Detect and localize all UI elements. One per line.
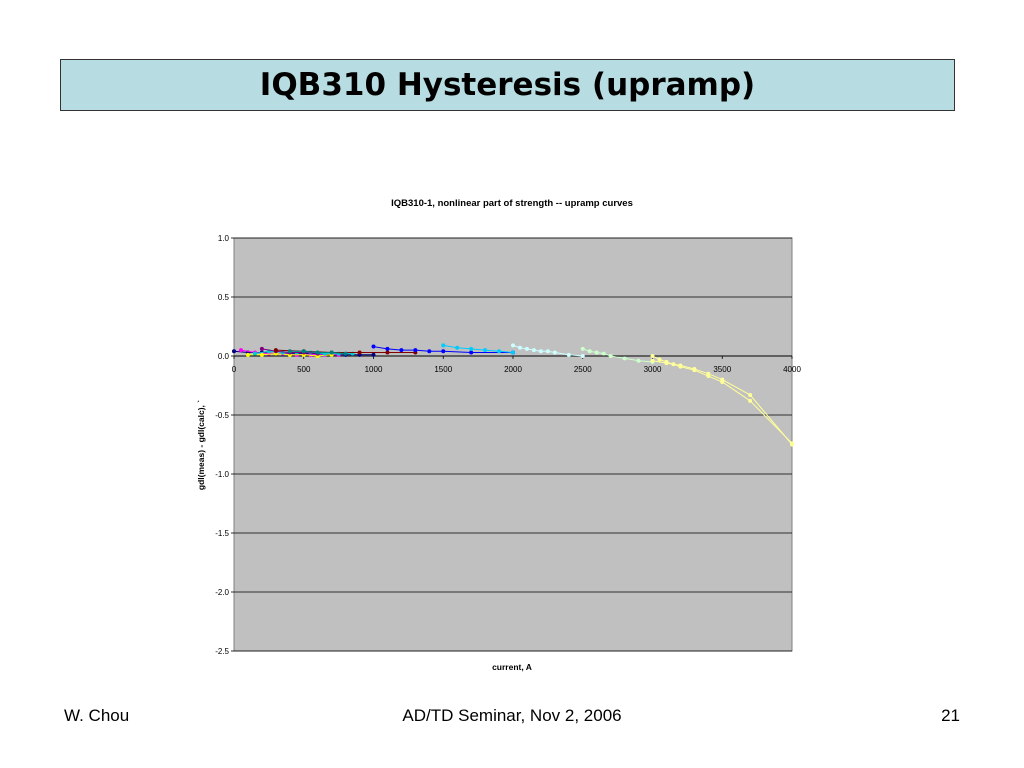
data-point <box>245 352 250 357</box>
x-tick-label: 3000 <box>644 365 662 374</box>
data-point <box>517 345 522 350</box>
data-point <box>664 361 669 366</box>
data-point <box>441 349 446 354</box>
slide-title: IQB310 Hysteresis (upramp) <box>259 67 756 103</box>
footer-event: AD/TD Seminar, Nov 2, 2006 <box>402 706 622 725</box>
data-point <box>678 363 683 368</box>
data-point <box>469 346 474 351</box>
chart-title: IQB310-1, nonlinear part of strength -- … <box>391 198 633 209</box>
data-point <box>385 350 390 355</box>
series-line <box>652 360 793 445</box>
data-point <box>315 350 320 355</box>
data-point <box>238 348 243 353</box>
data-point <box>259 346 264 351</box>
series-11 <box>580 346 655 364</box>
data-point <box>566 352 571 357</box>
data-point <box>232 349 236 354</box>
data-point <box>720 377 725 382</box>
data-point <box>385 346 390 351</box>
data-point <box>301 349 306 354</box>
series-7 <box>287 349 348 356</box>
data-point <box>692 366 697 371</box>
y-axis-label: gdl(meas) - gdl(calc), ` <box>196 400 206 490</box>
data-point <box>524 346 529 351</box>
slide-title-box: IQB310 Hysteresis (upramp) <box>60 59 955 111</box>
data-point <box>636 358 641 363</box>
data-point <box>545 349 550 354</box>
series-13 <box>650 358 794 447</box>
y-tick-label: -1.0 <box>215 470 229 479</box>
data-point <box>483 348 488 353</box>
data-point <box>413 348 418 353</box>
data-point <box>531 348 536 353</box>
series-line <box>373 346 513 353</box>
y-tick-label: -2.5 <box>215 647 229 656</box>
x-axis-label: current, A <box>492 662 532 672</box>
data-point <box>580 346 585 351</box>
data-point <box>748 398 753 403</box>
x-tick-label: 1000 <box>365 365 383 374</box>
data-point <box>594 350 599 355</box>
data-point <box>371 344 376 349</box>
data-point <box>497 349 502 354</box>
series-line <box>443 344 514 353</box>
data-point <box>657 357 662 362</box>
data-point <box>371 352 376 357</box>
data-point <box>748 392 753 397</box>
data-point <box>552 350 557 355</box>
data-point <box>650 354 655 358</box>
data-point <box>587 349 592 354</box>
data-point <box>455 345 460 350</box>
data-point <box>706 371 711 376</box>
data-point <box>580 354 585 358</box>
plot-area <box>233 237 793 652</box>
data-point <box>511 343 515 348</box>
data-point <box>399 348 404 353</box>
series-layer <box>232 343 794 447</box>
data-point <box>601 351 606 356</box>
series-9 <box>441 343 515 355</box>
data-point <box>622 356 627 361</box>
y-tick-label: 1.0 <box>218 234 230 243</box>
data-point <box>287 349 292 354</box>
y-tick-label: -1.5 <box>215 529 229 538</box>
data-point <box>357 350 362 355</box>
data-point <box>441 343 446 348</box>
y-tick-label: 0.5 <box>218 293 230 302</box>
y-tick-label: 0.0 <box>218 352 230 361</box>
data-point <box>343 351 348 356</box>
data-point <box>273 348 278 353</box>
data-point <box>469 350 474 355</box>
x-tick-label: 2500 <box>574 365 592 374</box>
x-axis-ticks: 0 500 1000 1500 2000 2500 3000 3500 4000 <box>232 356 801 374</box>
y-tick-label: -0.5 <box>215 411 229 420</box>
x-tick-label: 4000 <box>783 365 801 374</box>
data-point <box>650 358 655 363</box>
x-tick-label: 0 <box>232 365 237 374</box>
data-point <box>538 349 543 354</box>
y-tick-label: -2.0 <box>215 588 229 597</box>
x-tick-label: 500 <box>297 365 311 374</box>
x-tick-label: 2000 <box>504 365 522 374</box>
y-axis-ticks: 1.0 0.5 0.0 -0.5 -1.0 -1.5 -2.0 -2.5 <box>215 234 234 656</box>
data-point <box>790 442 794 447</box>
series-line <box>652 355 793 444</box>
data-point <box>252 351 257 356</box>
footer-author: W. Chou <box>64 706 130 725</box>
data-point <box>329 350 334 355</box>
data-point <box>427 349 432 354</box>
series-10 <box>511 343 585 358</box>
data-point <box>259 352 264 357</box>
data-point <box>608 354 613 358</box>
x-tick-label: 3500 <box>713 365 731 374</box>
data-point <box>511 350 515 355</box>
x-tick-label: 1500 <box>434 365 452 374</box>
slide-number: 21 <box>941 706 960 725</box>
